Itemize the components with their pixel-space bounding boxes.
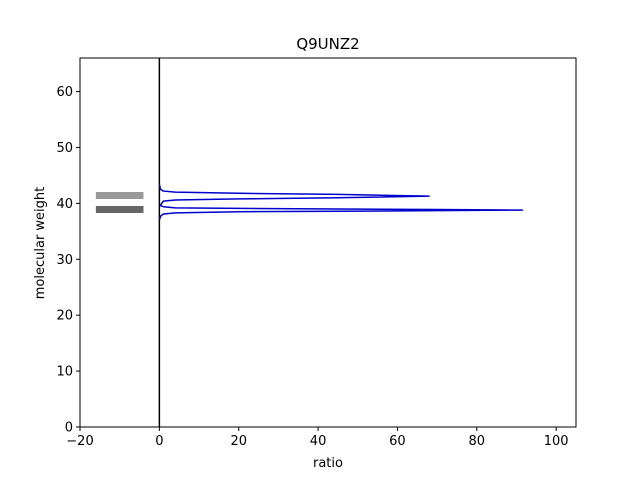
y-tick-label: 60 <box>56 85 73 100</box>
y-axis-label: molecular weight <box>33 187 48 300</box>
plot-frame <box>79 57 577 428</box>
y-tick-label: 20 <box>56 309 73 324</box>
chart-title: Q9UNZ2 <box>296 35 359 53</box>
y-tick-label: 50 <box>56 141 73 156</box>
x-tick-label: 40 <box>310 434 327 449</box>
plot-area <box>79 57 577 428</box>
y-tick-label: 10 <box>56 365 73 380</box>
y-tick-label: 0 <box>65 421 73 436</box>
series-line-1 <box>158 184 524 221</box>
x-tick-label: 60 <box>389 434 406 449</box>
y-axis: 0 10 20 30 40 50 60 <box>56 85 80 436</box>
y-tick-label: 40 <box>56 197 73 212</box>
x-axis: −20 0 20 40 60 80 100 <box>66 427 569 449</box>
x-tick-label: 100 <box>544 434 569 449</box>
x-tick-label: 0 <box>155 434 163 449</box>
y-tick-label: 30 <box>56 253 73 268</box>
x-axis-label: ratio <box>313 456 343 471</box>
x-tick-label: 80 <box>469 434 486 449</box>
x-tick-label: 20 <box>230 434 247 449</box>
x-tick-label: −20 <box>66 434 93 449</box>
